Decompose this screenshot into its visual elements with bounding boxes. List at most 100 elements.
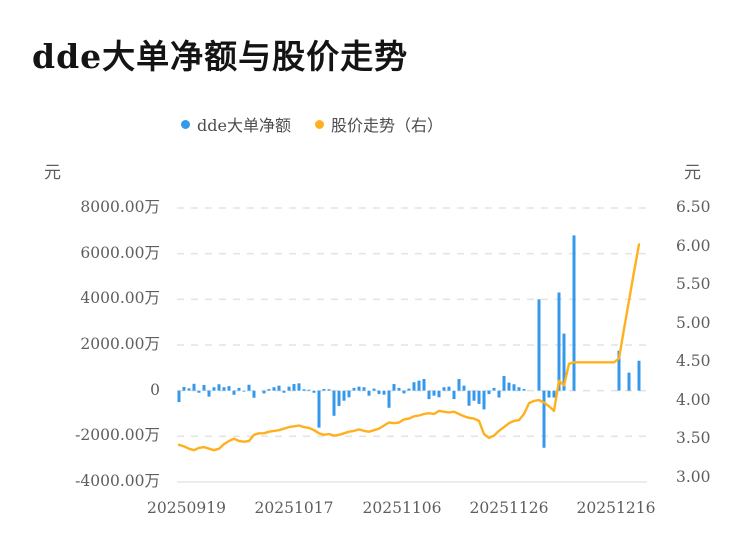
net-amount-bar[interactable] <box>352 387 356 391</box>
legend-label-dde: dde大单净额 <box>197 116 291 135</box>
legend: dde大单净额 股价走势（右） <box>181 112 443 136</box>
left-axis-tick: 6000.00万 <box>80 243 160 262</box>
net-amount-bar[interactable] <box>232 390 236 395</box>
net-amount-bar[interactable] <box>537 299 541 391</box>
net-amount-bar[interactable] <box>452 390 456 400</box>
net-amount-bar[interactable] <box>397 387 401 391</box>
price-line[interactable] <box>177 243 641 452</box>
net-amount-bar[interactable] <box>357 386 361 391</box>
net-amount-bar[interactable] <box>427 390 431 400</box>
net-amount-bar[interactable] <box>252 390 256 398</box>
net-amount-bar[interactable] <box>627 372 631 391</box>
net-amount-bar[interactable] <box>177 390 181 403</box>
net-amount-bar[interactable] <box>382 390 386 395</box>
net-amount-bar[interactable] <box>517 387 521 391</box>
right-axis-unit: 元 <box>684 163 701 183</box>
net-amount-bar[interactable] <box>432 390 436 396</box>
net-amount-bar[interactable] <box>562 333 566 391</box>
net-amount-bar[interactable] <box>497 390 501 398</box>
net-amount-bar[interactable] <box>412 382 416 391</box>
net-amount-bar[interactable] <box>447 386 451 391</box>
net-amount-bar[interactable] <box>377 390 381 395</box>
net-amount-bar[interactable] <box>472 390 476 401</box>
net-amount-bar[interactable] <box>212 387 216 391</box>
net-amount-bar[interactable] <box>477 390 481 404</box>
net-amount-bar[interactable] <box>637 360 641 391</box>
net-amount-bar[interactable] <box>272 387 276 391</box>
net-amount-bar[interactable] <box>507 382 511 391</box>
net-amount-bar[interactable] <box>387 390 391 408</box>
left-axis-tick: 2000.00万 <box>80 335 160 353</box>
right-axis-tick: 6.50 <box>676 198 711 216</box>
net-amount-bar[interactable] <box>512 384 516 391</box>
net-amount-bar[interactable] <box>457 379 461 391</box>
net-amount-bar[interactable] <box>492 387 496 391</box>
left-axis-unit: 元 <box>44 163 61 183</box>
net-amount-bar[interactable] <box>202 384 206 391</box>
net-amount-bar[interactable] <box>297 383 301 391</box>
net-amount-bar[interactable] <box>407 388 411 391</box>
net-amount-bar[interactable] <box>552 390 556 398</box>
net-amount-bar[interactable] <box>287 386 291 391</box>
net-amount-bar[interactable] <box>342 390 346 401</box>
right-axis-tick: 3.50 <box>676 429 711 448</box>
net-amount-bar[interactable] <box>187 388 191 391</box>
net-amount-bar[interactable] <box>367 390 371 396</box>
legend-item-dde[interactable]: dde大单净额 <box>181 112 291 136</box>
net-amount-bar[interactable] <box>572 235 576 391</box>
net-amount-bar[interactable] <box>347 390 351 398</box>
net-amount-bar[interactable] <box>372 388 376 391</box>
net-amount-bar[interactable] <box>222 387 226 391</box>
net-amount-bar[interactable] <box>462 385 466 391</box>
net-amount-bar[interactable] <box>547 390 551 398</box>
right-axis-tick: 4.00 <box>676 390 711 409</box>
net-amount-bar[interactable] <box>267 389 271 391</box>
right-axis-tick: 5.00 <box>676 313 711 332</box>
net-amount-bar[interactable] <box>417 380 421 391</box>
net-amount-bar[interactable] <box>522 389 526 391</box>
left-axis-tick: -4000.00万 <box>75 472 160 490</box>
net-amount-bar[interactable] <box>487 390 491 395</box>
net-amount-bar[interactable] <box>227 386 231 391</box>
net-amount-bar[interactable] <box>207 390 211 397</box>
net-amount-bar[interactable] <box>307 389 311 391</box>
net-amount-bar[interactable] <box>437 390 441 398</box>
net-amount-bar[interactable] <box>362 387 366 391</box>
net-amount-bar[interactable] <box>242 390 246 392</box>
net-amount-bar[interactable] <box>217 384 221 391</box>
legend-dot-icon <box>314 119 324 129</box>
net-amount-bar[interactable] <box>262 390 266 394</box>
net-amount-bar[interactable] <box>402 390 406 394</box>
net-amount-bar[interactable] <box>327 389 331 391</box>
x-axis-tick: 20251017 <box>254 499 334 517</box>
net-amount-bar[interactable] <box>322 389 326 391</box>
net-amount-bar[interactable] <box>332 390 336 416</box>
net-amount-bar[interactable] <box>282 390 286 393</box>
net-amount-bar[interactable] <box>292 384 296 391</box>
net-amount-bar[interactable] <box>247 384 251 391</box>
net-amount-bar[interactable] <box>192 383 196 391</box>
net-amount-bar[interactable] <box>502 376 506 391</box>
legend-item-price[interactable]: 股价走势（右） <box>314 112 443 136</box>
legend-label-price: 股价走势（右） <box>330 116 443 135</box>
net-amount-bar[interactable] <box>277 385 281 391</box>
net-amount-bar[interactable] <box>302 389 306 391</box>
net-amount-bar[interactable] <box>392 384 396 391</box>
net-amount-bar[interactable] <box>617 350 621 391</box>
right-axis-tick: 3.00 <box>676 468 711 486</box>
left-axis-tick: 8000.00万 <box>80 198 160 216</box>
net-amount-bar[interactable] <box>312 390 316 393</box>
net-amount-bar[interactable] <box>557 292 561 391</box>
net-amount-bar[interactable] <box>542 390 546 448</box>
net-amount-bar[interactable] <box>197 390 201 393</box>
net-amount-bar[interactable] <box>182 387 186 391</box>
net-amount-bar[interactable] <box>237 387 241 391</box>
net-amount-bar[interactable] <box>482 390 486 410</box>
net-amount-bar[interactable] <box>422 379 426 391</box>
net-amount-bar[interactable] <box>442 387 446 391</box>
net-amount-bar[interactable] <box>337 390 341 406</box>
net-amount-bar[interactable] <box>317 390 321 428</box>
chart-title: dde大单净额与股价走势 <box>32 37 409 76</box>
net-amount-bar[interactable] <box>467 390 471 406</box>
